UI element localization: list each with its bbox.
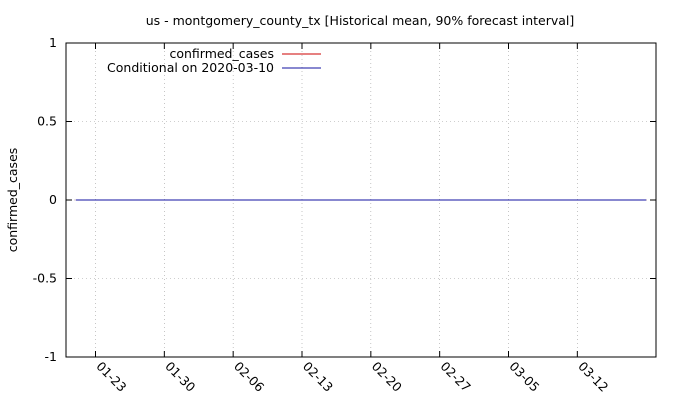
x-tick-label: 02-20 bbox=[369, 359, 405, 395]
y-axis-label: confirmed_cases bbox=[5, 148, 20, 253]
x-tick-label: 01-30 bbox=[162, 359, 198, 395]
y-tick-label: -0.5 bbox=[33, 271, 57, 286]
y-tick-label: 0.5 bbox=[37, 114, 57, 129]
y-tick-label: -1 bbox=[45, 349, 57, 364]
x-tick-label: 02-06 bbox=[231, 359, 267, 395]
x-tick-label: 01-23 bbox=[93, 359, 129, 395]
y-tick-label: 0 bbox=[49, 192, 57, 207]
x-tick-label: 03-05 bbox=[506, 359, 542, 395]
chart-title: us - montgomery_county_tx [Historical me… bbox=[146, 13, 575, 28]
y-tick-label: 1 bbox=[49, 35, 57, 50]
x-tick-label: 02-27 bbox=[438, 359, 474, 395]
x-tick-label: 03-12 bbox=[575, 359, 611, 395]
legend-label: Conditional on 2020-03-10 bbox=[107, 60, 274, 75]
axis-ticks: 1 0.5 0 -0.5 -1 01-23 01-30 02-06 02-13 02-20 02-2… bbox=[33, 35, 656, 395]
legend-label: confirmed_cases bbox=[169, 46, 274, 61]
x-tick-label: 02-13 bbox=[300, 359, 336, 395]
